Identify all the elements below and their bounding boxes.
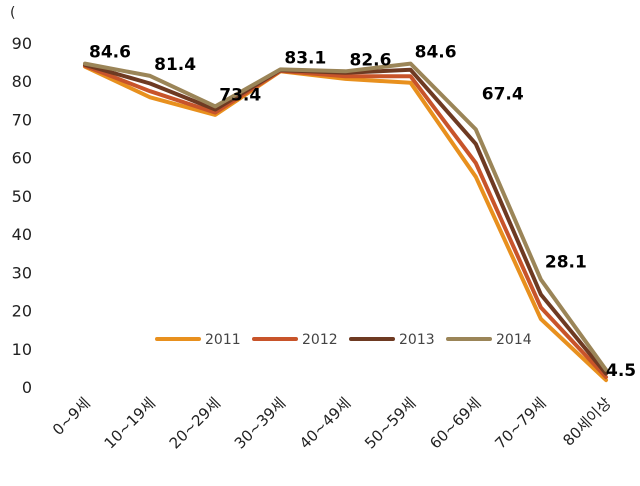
- x-tick-label: 30~39세: [231, 394, 289, 452]
- legend-item-2014: 2014: [446, 332, 532, 348]
- y-tick-label: 70: [12, 110, 32, 129]
- y-tick-label: 0: [22, 378, 32, 397]
- y-tick-label: 60: [12, 149, 32, 168]
- y-axis: 0 10 20 30 40 50 60 70 80 90: [12, 34, 32, 397]
- legend-label: 2012: [302, 332, 338, 348]
- legend-label: 2011: [205, 332, 241, 348]
- corner-mark: (: [10, 5, 15, 21]
- legend-label: 2014: [496, 332, 532, 348]
- legend-item-2012: 2012: [252, 332, 338, 348]
- legend-label: 2013: [399, 332, 435, 348]
- x-tick-label: 80세이상: [559, 394, 615, 450]
- data-label: 83.1: [284, 48, 326, 68]
- y-tick-label: 50: [12, 187, 32, 206]
- x-tick-label: 0~9세: [49, 394, 94, 439]
- data-label: 28.1: [545, 253, 587, 273]
- x-tick-label: 40~49세: [296, 394, 354, 452]
- data-label: 67.4: [482, 84, 524, 104]
- x-tick-label: 10~19세: [101, 394, 159, 452]
- data-label: 4.5: [606, 361, 636, 381]
- legend-item-2011: 2011: [155, 332, 241, 348]
- x-tick-label: 50~59세: [361, 394, 419, 452]
- y-tick-label: 10: [12, 340, 32, 359]
- y-tick-label: 90: [12, 34, 32, 53]
- data-label: 84.6: [89, 43, 131, 63]
- y-tick-label: 40: [12, 225, 32, 244]
- y-tick-label: 80: [12, 72, 32, 91]
- series-line-2012: [83, 63, 608, 380]
- series-line-2011: [83, 64, 608, 383]
- x-axis: 0~9세 10~19세 20~29세 30~39세 40~49세 50~59세 60~69세…: [49, 394, 615, 453]
- y-tick-label: 30: [12, 263, 32, 282]
- data-label: 84.6: [415, 43, 457, 63]
- data-labels: 84.6 81.4 73.4 83.1 82.6 84.6 67.4 28.1 4.5: [89, 43, 636, 381]
- x-tick-label: 60~69세: [426, 394, 484, 452]
- series-lines: [83, 61, 608, 383]
- data-label: 81.4: [154, 55, 196, 75]
- data-label: 73.4: [219, 85, 261, 105]
- x-tick-label: 70~79세: [491, 394, 549, 452]
- data-label: 82.6: [350, 50, 392, 70]
- legend: 2011 2012 2013 2014: [155, 332, 532, 348]
- series-line-2014: [83, 61, 608, 372]
- y-tick-label: 20: [12, 302, 32, 321]
- x-tick-label: 20~29세: [166, 394, 224, 452]
- series-line-2013: [83, 62, 608, 376]
- legend-item-2013: 2013: [349, 332, 435, 348]
